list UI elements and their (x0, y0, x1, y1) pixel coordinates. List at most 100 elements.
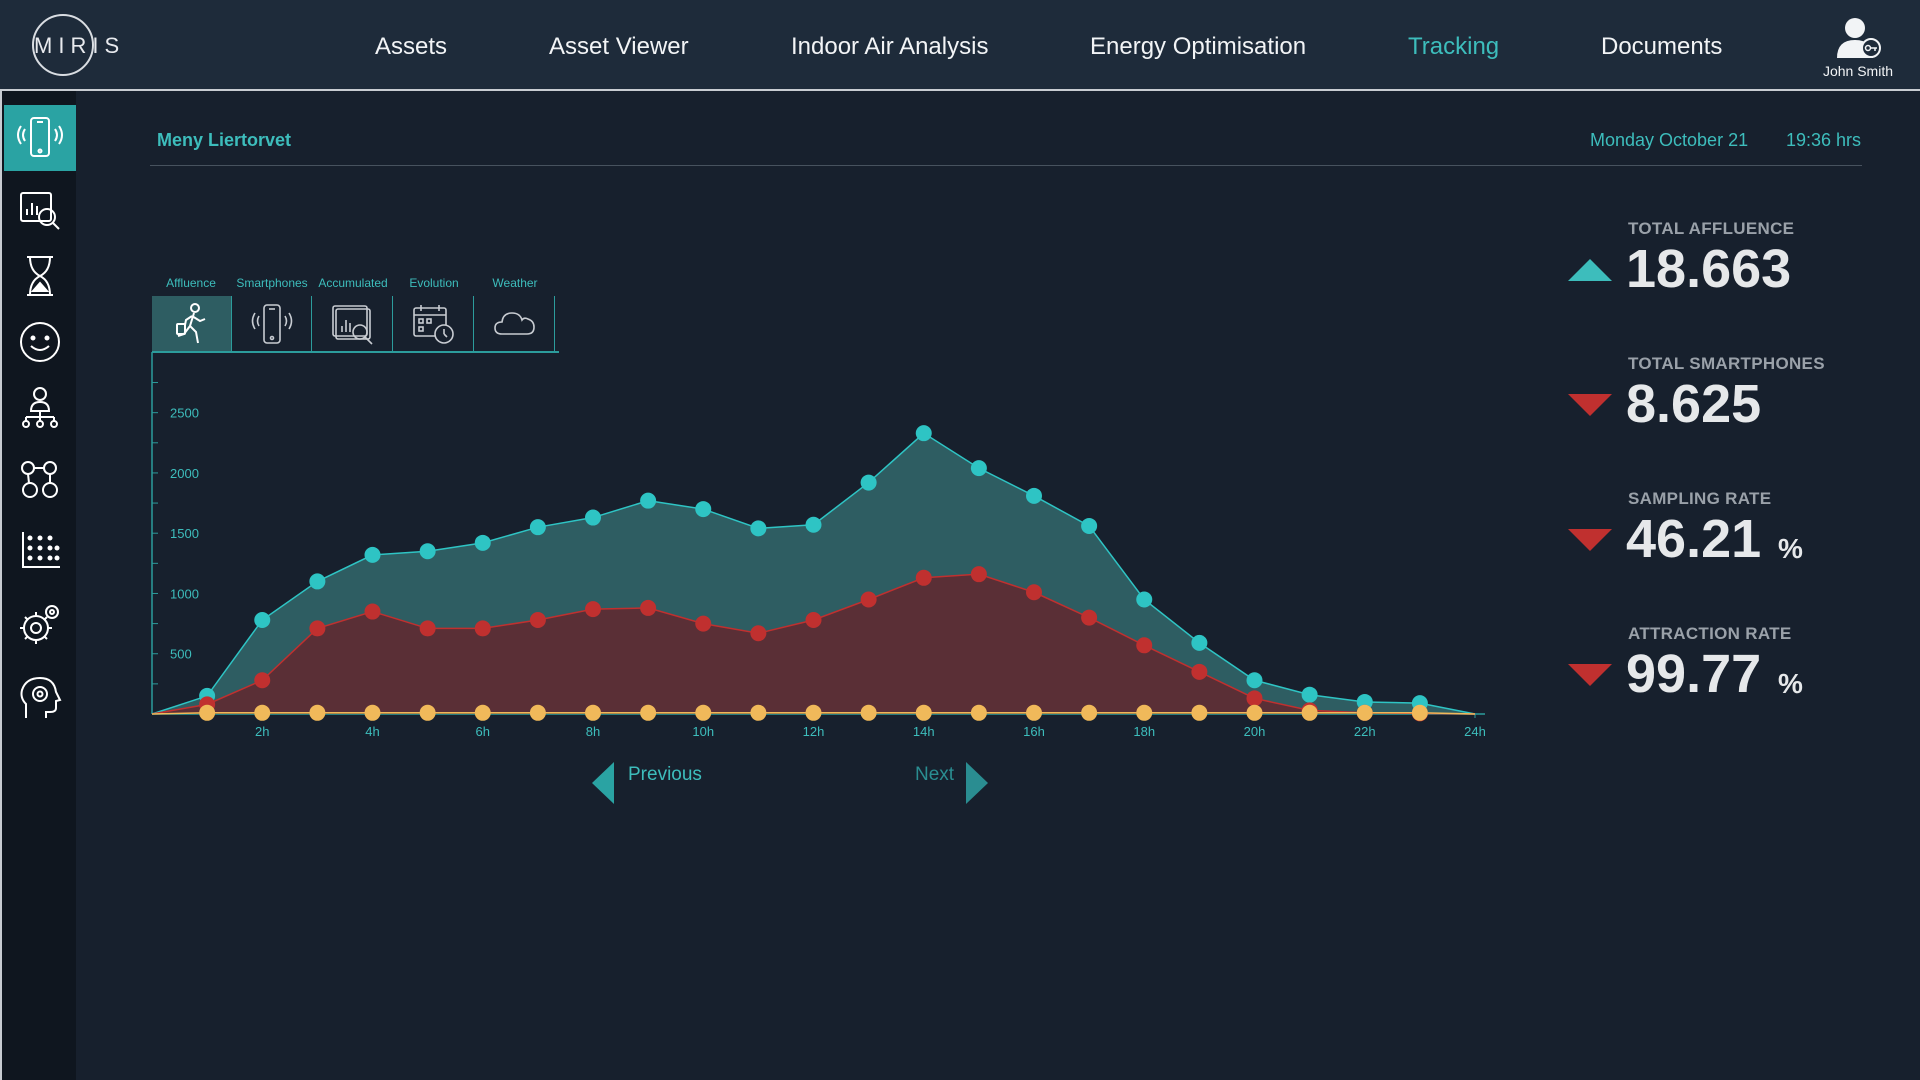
data-point (860, 591, 877, 608)
nav-tracking[interactable]: Tracking (1408, 33, 1500, 60)
tab-weather[interactable] (475, 296, 555, 352)
data-point (640, 492, 657, 509)
sidebar-item-history[interactable] (4, 243, 76, 309)
data-point (1246, 672, 1263, 689)
data-point (1136, 637, 1153, 654)
stat-value-sampling-rate: 46.21 (1626, 509, 1762, 569)
current-date: Monday October 21 (1590, 130, 1749, 150)
data-point (419, 620, 436, 637)
data-point (1191, 704, 1208, 721)
sidebar-item-organization[interactable] (4, 375, 76, 441)
x-tick-label: 4h (365, 724, 379, 739)
data-point (1026, 584, 1042, 601)
miris-logo[interactable] (32, 14, 94, 76)
head-gear-icon (20, 676, 62, 718)
stat-label-sampling-rate: SAMPLING RATE (1628, 489, 1772, 508)
accumulated-chart-icon (331, 305, 373, 345)
stat-label-attraction-rate: ATTRACTION RATE (1628, 624, 1792, 643)
data-point (529, 704, 546, 721)
data-point (529, 611, 546, 628)
tab-affluence[interactable] (152, 296, 232, 352)
data-point (1411, 704, 1428, 721)
affluence-chart: 500 1000 1500 2000 2500 2h 4h 6h 8h 10h 12h 14h 16h 1… (151, 352, 1486, 739)
data-point (474, 704, 491, 721)
smiley-icon (20, 322, 60, 362)
nav-assets[interactable]: Assets (375, 33, 448, 60)
person-network-icon (22, 387, 58, 428)
data-point (1081, 704, 1098, 721)
data-point (254, 672, 271, 689)
y-tick-label: 2500 (170, 406, 199, 421)
data-point (309, 620, 326, 637)
previous-button[interactable] (592, 762, 702, 806)
tab-smartphones[interactable] (232, 296, 312, 352)
data-point (474, 620, 491, 637)
data-point (695, 615, 712, 632)
next-button[interactable] (966, 762, 988, 806)
tabs-underline (152, 351, 559, 353)
smartphone-icon (251, 304, 292, 344)
nav-indoor-air-analysis[interactable]: Indoor Air Analysis (791, 33, 989, 60)
data-point (1136, 591, 1153, 608)
data-point (419, 704, 436, 721)
tab-label-weather: Weather (492, 276, 538, 290)
data-point (254, 704, 271, 721)
data-point (915, 569, 932, 586)
tab-label-affluence: Affluence (166, 276, 216, 290)
top-navigation-bar: MIRIS Assets Asset Viewer Indoor Air Ana… (0, 0, 1920, 91)
dot-grid-icon (22, 532, 60, 568)
previous-label[interactable]: Previous (628, 764, 702, 785)
sidebar-item-people-analysis[interactable] (4, 447, 76, 513)
data-point (915, 425, 932, 442)
nav-energy-optimisation[interactable]: Energy Optimisation (1090, 33, 1307, 60)
nav-documents[interactable]: Documents (1601, 33, 1723, 60)
x-tick-label: 6h (476, 724, 490, 739)
tab-label-smartphones: Smartphones (236, 276, 308, 290)
chart-magnifier-icon (20, 192, 60, 230)
sidebar-item-settings[interactable] (4, 591, 76, 657)
hourglass-icon (27, 256, 53, 296)
gears-icon (20, 605, 59, 644)
data-point (1191, 634, 1208, 651)
sidebar-item-analytics[interactable] (4, 177, 76, 243)
data-point (364, 546, 381, 563)
tab-evolution[interactable] (394, 296, 474, 352)
stat-value-total-smartphones: 8.625 (1626, 374, 1762, 434)
stat-label-total-affluence: TOTAL AFFLUENCE (1628, 219, 1795, 238)
data-point (529, 519, 546, 536)
tab-accumulated[interactable] (313, 296, 393, 352)
y-tick-label: 2000 (170, 466, 199, 481)
y-tick-label: 500 (170, 647, 192, 662)
data-point (750, 520, 767, 537)
data-point (199, 704, 216, 721)
data-point (750, 625, 767, 642)
trend-down-icon (1568, 394, 1612, 416)
data-point (1301, 686, 1318, 703)
y-tick-label: 1500 (170, 526, 199, 541)
data-point (364, 603, 381, 620)
data-point (1081, 609, 1098, 626)
next-label[interactable]: Next (915, 764, 955, 785)
sidebar-item-tracking[interactable] (4, 105, 76, 171)
sidebar-item-satisfaction[interactable] (4, 309, 76, 375)
user-menu[interactable] (1818, 14, 1898, 65)
x-tick-label: 2h (255, 724, 269, 739)
sidebar-item-heatmap[interactable] (4, 517, 76, 583)
data-point (585, 509, 601, 526)
data-point (364, 704, 381, 721)
data-point (640, 704, 657, 721)
data-point (915, 704, 932, 721)
sidebar-item-profile[interactable] (4, 665, 76, 731)
current-time: 19:36 hrs (1786, 130, 1862, 150)
stat-value-total-affluence: 18.663 (1626, 239, 1792, 299)
arrow-right-icon (966, 762, 988, 804)
x-tick-label: 14h (913, 724, 935, 739)
y-tick-label: 1000 (170, 586, 199, 601)
x-tick-label: 8h (586, 724, 600, 739)
nav-asset-viewer[interactable]: Asset Viewer (549, 33, 689, 60)
data-point (805, 516, 822, 533)
logo-text: MIRIS (34, 33, 126, 58)
trend-up-icon (1568, 259, 1612, 281)
walking-person-icon (175, 303, 205, 344)
data-point (585, 601, 601, 618)
